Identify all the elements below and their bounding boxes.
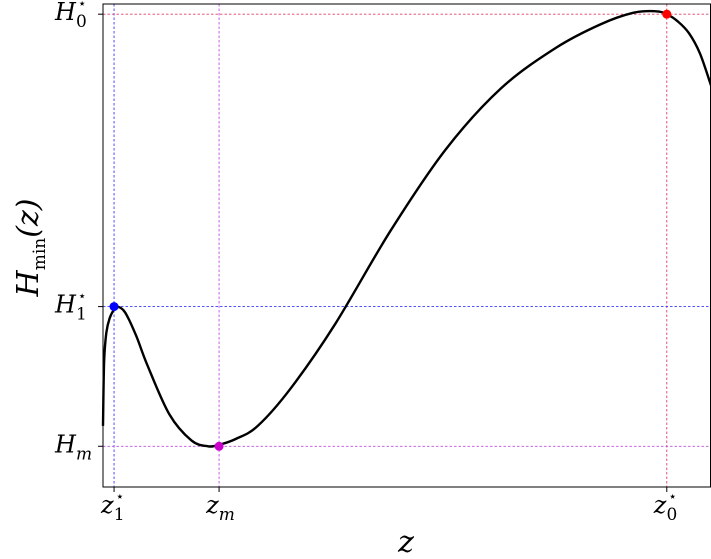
y-ticks: H0⋆ H1⋆ Hm: [54, 0, 103, 464]
x-tick-label-0: z1⋆: [100, 489, 124, 525]
markers: [109, 9, 672, 451]
marker-point-1: [214, 441, 224, 451]
y-axis-label: Hmin(z): [11, 199, 50, 298]
series-line-hmin: [101, 9, 711, 448]
x-ticks: z1⋆ zm z0⋆: [100, 487, 677, 525]
y-tick-label-2: Hm: [54, 430, 92, 464]
y-axis-label-main: H: [11, 269, 46, 297]
x-tick-label-2: z0⋆: [653, 489, 677, 525]
marker-point-2: [662, 9, 672, 19]
y-axis-label-sub: min: [30, 238, 50, 271]
x-axis-label: z: [397, 525, 414, 559]
x-tick-label-1: zm: [205, 491, 235, 525]
plot-frame: [102, 3, 711, 488]
marker-point-0: [109, 302, 119, 312]
reference-lines: [103, 4, 711, 487]
y-tick-label-0: H0⋆: [54, 0, 87, 32]
y-axis-label-arg: (z): [11, 199, 46, 238]
y-tick-label-1: H1⋆: [54, 289, 87, 325]
